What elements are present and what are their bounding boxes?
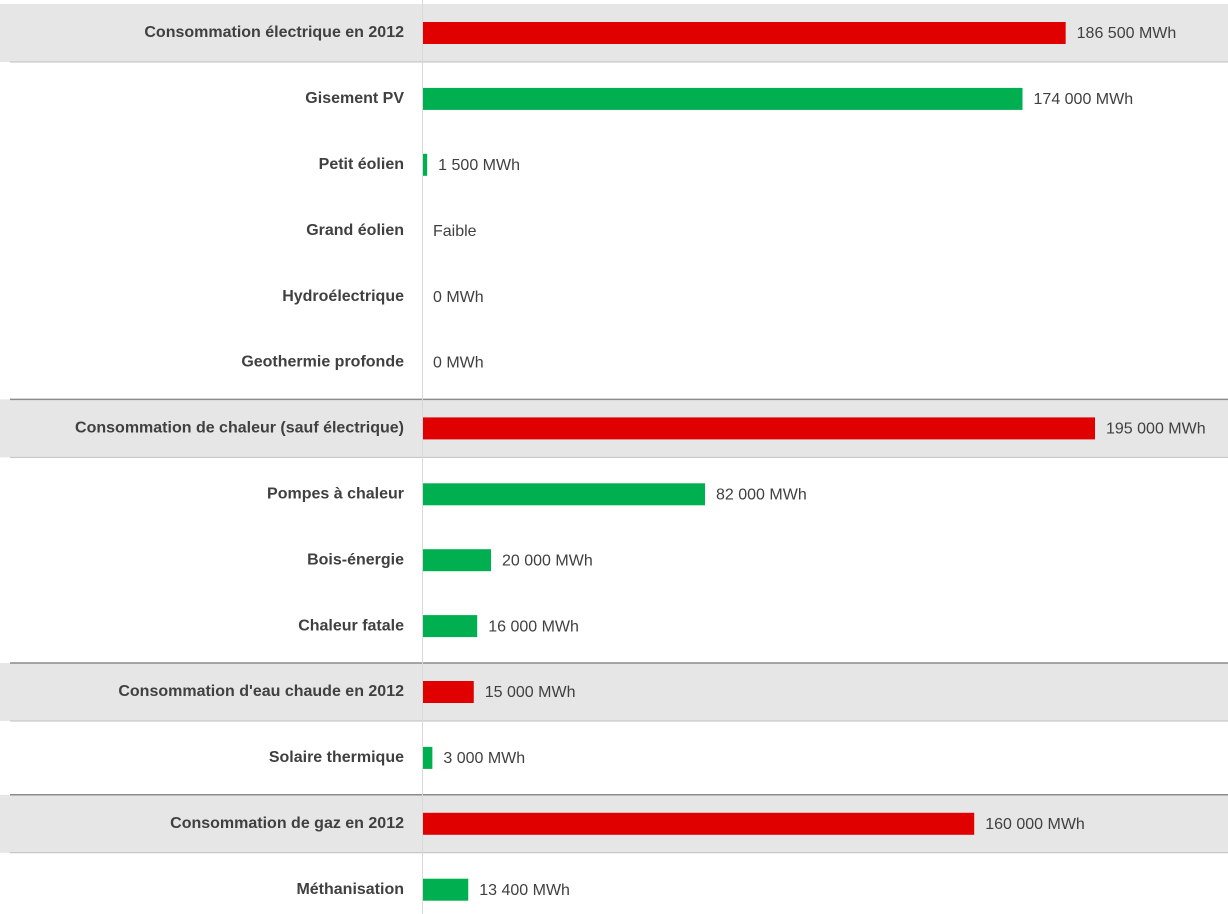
category-label: Consommation de chaleur (sauf électrique… <box>75 420 404 437</box>
data-label: 3 000 MWh <box>443 750 525 767</box>
category-label: Consommation de gaz en 2012 <box>170 815 404 832</box>
category-label: Petit éolien <box>319 156 404 173</box>
bar <box>423 812 975 835</box>
bar <box>423 878 469 901</box>
bar <box>423 681 474 703</box>
data-label: 0 MWh <box>433 355 484 372</box>
category-label: Pompes à chaleur <box>267 486 404 503</box>
bar <box>423 22 1066 44</box>
bar <box>423 153 428 176</box>
data-label: 160 000 MWh <box>985 816 1085 833</box>
category-label: Solaire thermique <box>269 749 404 766</box>
bar <box>423 87 1023 110</box>
data-label: 186 500 MWh <box>1077 25 1177 42</box>
category-label: Méthanisation <box>296 881 404 898</box>
data-label: 20 000 MWh <box>502 552 593 569</box>
category-label: Geothermie profonde <box>241 354 404 371</box>
data-label: 195 000 MWh <box>1106 421 1206 438</box>
data-label: 15 000 MWh <box>485 684 576 701</box>
category-label: Bois-énergie <box>307 551 404 568</box>
category-label: Consommation d'eau chaude en 2012 <box>118 683 404 700</box>
data-label: 16 000 MWh <box>488 618 579 635</box>
data-label: 0 MWh <box>433 289 484 306</box>
category-label: Gisement PV <box>305 90 404 107</box>
bar <box>423 549 492 572</box>
data-label: 174 000 MWh <box>1034 91 1134 108</box>
bar <box>423 615 478 638</box>
bar <box>423 746 433 769</box>
bar <box>423 483 706 506</box>
data-label: 1 500 MWh <box>438 157 520 174</box>
data-label: 82 000 MWh <box>716 487 807 504</box>
data-label: Faible <box>433 223 477 240</box>
category-label: Chaleur fatale <box>298 617 404 634</box>
category-label: Consommation électrique en 2012 <box>144 24 404 41</box>
row-band <box>0 663 1228 721</box>
category-label: Grand éolien <box>306 222 404 239</box>
category-label: Hydroélectrique <box>282 288 404 305</box>
bar <box>423 417 1095 440</box>
data-label: 13 400 MWh <box>479 882 570 899</box>
